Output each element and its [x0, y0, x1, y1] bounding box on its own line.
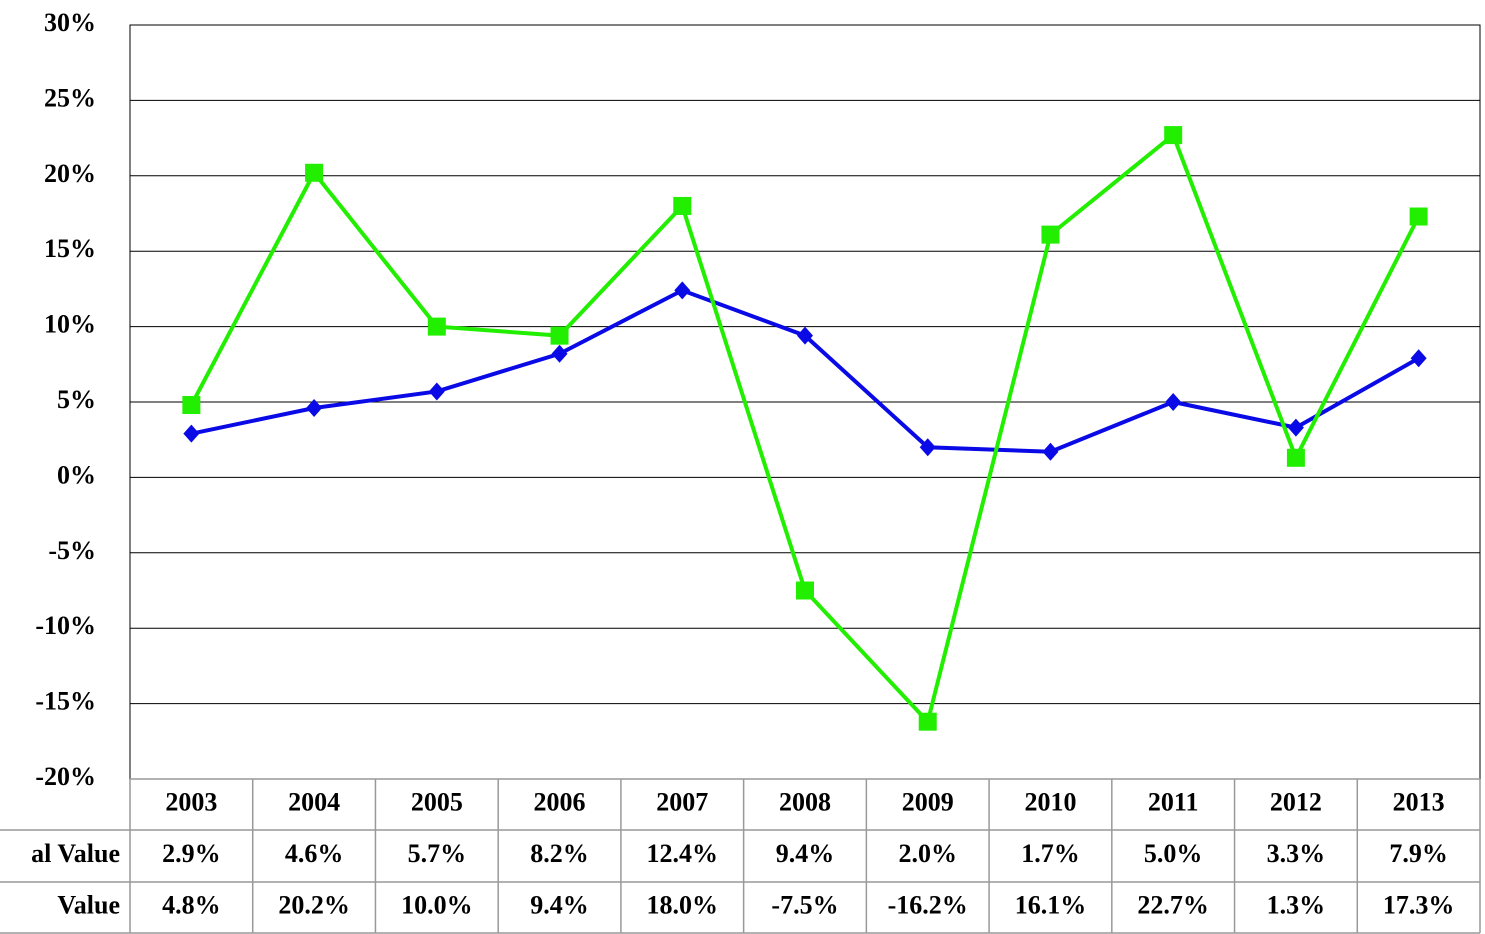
marker	[1287, 418, 1304, 437]
marker	[550, 326, 569, 345]
data-label: 16.1%	[1015, 890, 1087, 919]
marker	[1164, 126, 1183, 145]
marker	[428, 382, 445, 401]
marker	[182, 396, 201, 415]
data-label: 17.3%	[1383, 890, 1455, 919]
x-tick-label: 2009	[902, 787, 954, 816]
y-tick-label: 15%	[44, 234, 96, 263]
x-tick-label: 2004	[288, 787, 340, 816]
y-tick-label: 20%	[44, 159, 96, 188]
x-tick-label: 2007	[656, 787, 708, 816]
data-label: 9.4%	[776, 839, 835, 868]
data-label: 2.9%	[162, 839, 221, 868]
marker	[183, 424, 200, 443]
marker	[1409, 207, 1428, 226]
y-tick-label: 25%	[44, 83, 96, 112]
marker	[1410, 349, 1427, 368]
y-tick-label: 10%	[44, 310, 96, 339]
data-label: 18.0%	[647, 890, 719, 919]
data-label: 20.2%	[278, 890, 350, 919]
marker	[674, 281, 691, 300]
marker	[796, 581, 814, 600]
x-tick-label: 2013	[1393, 787, 1445, 816]
data-label: 4.8%	[162, 890, 221, 919]
x-tick-label: 2006	[534, 787, 586, 816]
marker	[306, 399, 323, 418]
x-tick-label: 2005	[411, 787, 463, 816]
data-label: 8.2%	[530, 839, 589, 868]
series-line	[190, 288, 1420, 454]
legend-label: Value	[57, 890, 120, 919]
marker	[919, 438, 936, 457]
y-tick-label: -10%	[35, 611, 96, 640]
marker	[1042, 442, 1059, 461]
marker	[427, 317, 446, 336]
y-tick-label: -5%	[48, 536, 96, 565]
data-label: 3.3%	[1267, 839, 1326, 868]
data-label: 2.0%	[898, 839, 957, 868]
data-label: 1.7%	[1021, 839, 1080, 868]
data-label: -16.2%	[888, 890, 968, 919]
x-tick-label: 2008	[779, 787, 831, 816]
data-label: -7.5%	[771, 890, 838, 919]
data-label: 5.7%	[408, 839, 467, 868]
data-label: 10.0%	[401, 890, 473, 919]
y-tick-label: -20%	[35, 762, 96, 791]
y-tick-label: 5%	[57, 385, 96, 414]
data-label: 7.9%	[1389, 839, 1448, 868]
x-tick-label: 2012	[1270, 787, 1322, 816]
y-tick-label: 30%	[44, 8, 96, 37]
marker	[1041, 225, 1060, 244]
marker	[1165, 393, 1182, 411]
y-tick-label: 0%	[57, 460, 96, 489]
marker	[305, 163, 324, 182]
marker	[551, 344, 568, 363]
x-tick-label: 2010	[1024, 787, 1076, 816]
y-tick-label: -15%	[35, 687, 96, 716]
marker	[673, 196, 692, 215]
x-tick-label: 2003	[165, 787, 217, 816]
data-label: 22.7%	[1137, 890, 1209, 919]
data-label: 1.3%	[1267, 890, 1326, 919]
series-line	[189, 131, 1421, 726]
marker	[1286, 448, 1305, 467]
marker	[918, 712, 937, 731]
legend-label: al Value	[31, 839, 120, 868]
data-label: 5.0%	[1144, 839, 1203, 868]
data-label: 12.4%	[647, 839, 719, 868]
marker	[797, 326, 813, 345]
data-label: 9.4%	[530, 890, 589, 919]
data-label: 4.6%	[285, 839, 344, 868]
x-tick-label: 2011	[1148, 787, 1199, 816]
